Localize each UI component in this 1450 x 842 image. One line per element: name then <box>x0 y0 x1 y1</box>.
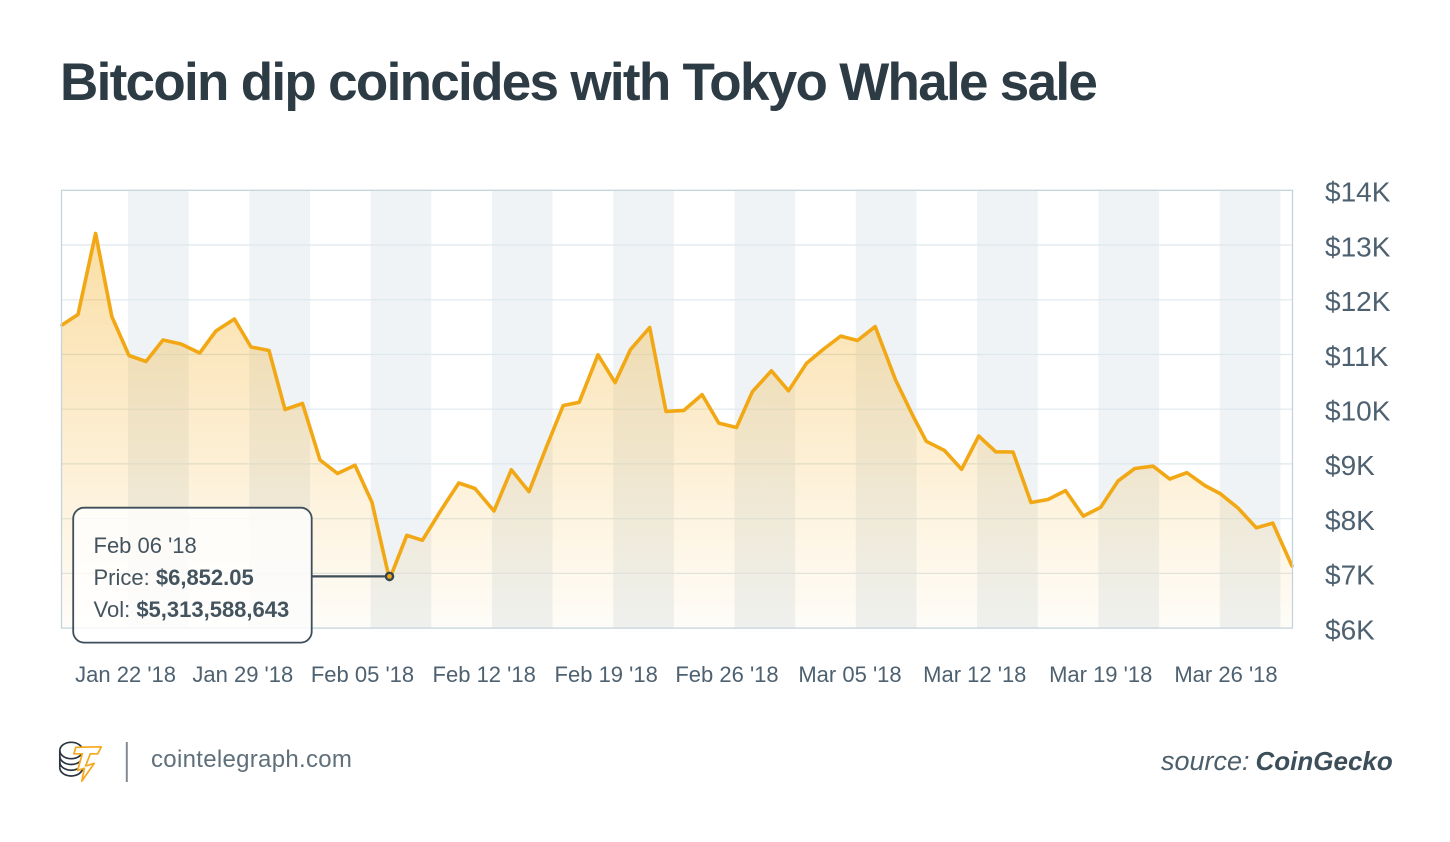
svg-text:$13K: $13K <box>1325 231 1391 262</box>
svg-text:Feb 26 '18: Feb 26 '18 <box>675 662 778 687</box>
svg-text:Mar 12 '18: Mar 12 '18 <box>923 662 1026 687</box>
svg-text:CoinGecko: CoinGecko <box>1256 746 1393 776</box>
svg-text:$7K: $7K <box>1325 560 1375 591</box>
svg-text:Jan 29 '18: Jan 29 '18 <box>192 662 293 687</box>
svg-text:$11K: $11K <box>1325 341 1389 372</box>
svg-text:Feb 05 '18: Feb 05 '18 <box>311 662 414 687</box>
svg-text:cointelegraph.com: cointelegraph.com <box>151 746 352 773</box>
svg-text:Bitcoin dip coincides with Tok: Bitcoin dip coincides with Tokyo Whale s… <box>60 53 1096 112</box>
svg-text:Feb 19 '18: Feb 19 '18 <box>555 662 658 687</box>
svg-text:Feb 12 '18: Feb 12 '18 <box>433 662 536 687</box>
svg-text:source:: source: <box>1161 746 1250 776</box>
svg-text:$12K: $12K <box>1325 286 1391 317</box>
svg-text:Price: $6,852.05: Price: $6,852.05 <box>94 565 254 590</box>
svg-text:$6K: $6K <box>1325 614 1375 645</box>
svg-text:Mar 05 '18: Mar 05 '18 <box>798 662 901 687</box>
svg-text:$10K: $10K <box>1325 396 1391 427</box>
svg-text:$8K: $8K <box>1325 505 1375 536</box>
svg-text:$9K: $9K <box>1325 450 1375 481</box>
svg-text:Feb 06 '18: Feb 06 '18 <box>94 533 197 558</box>
svg-text:$14K: $14K <box>1325 177 1391 208</box>
svg-text:Jan 22 '18: Jan 22 '18 <box>75 662 176 687</box>
svg-text:Mar 19 '18: Mar 19 '18 <box>1049 662 1152 687</box>
svg-text:Vol: $5,313,588,643: Vol: $5,313,588,643 <box>94 597 290 622</box>
svg-text:Mar 26 '18: Mar 26 '18 <box>1174 662 1277 687</box>
